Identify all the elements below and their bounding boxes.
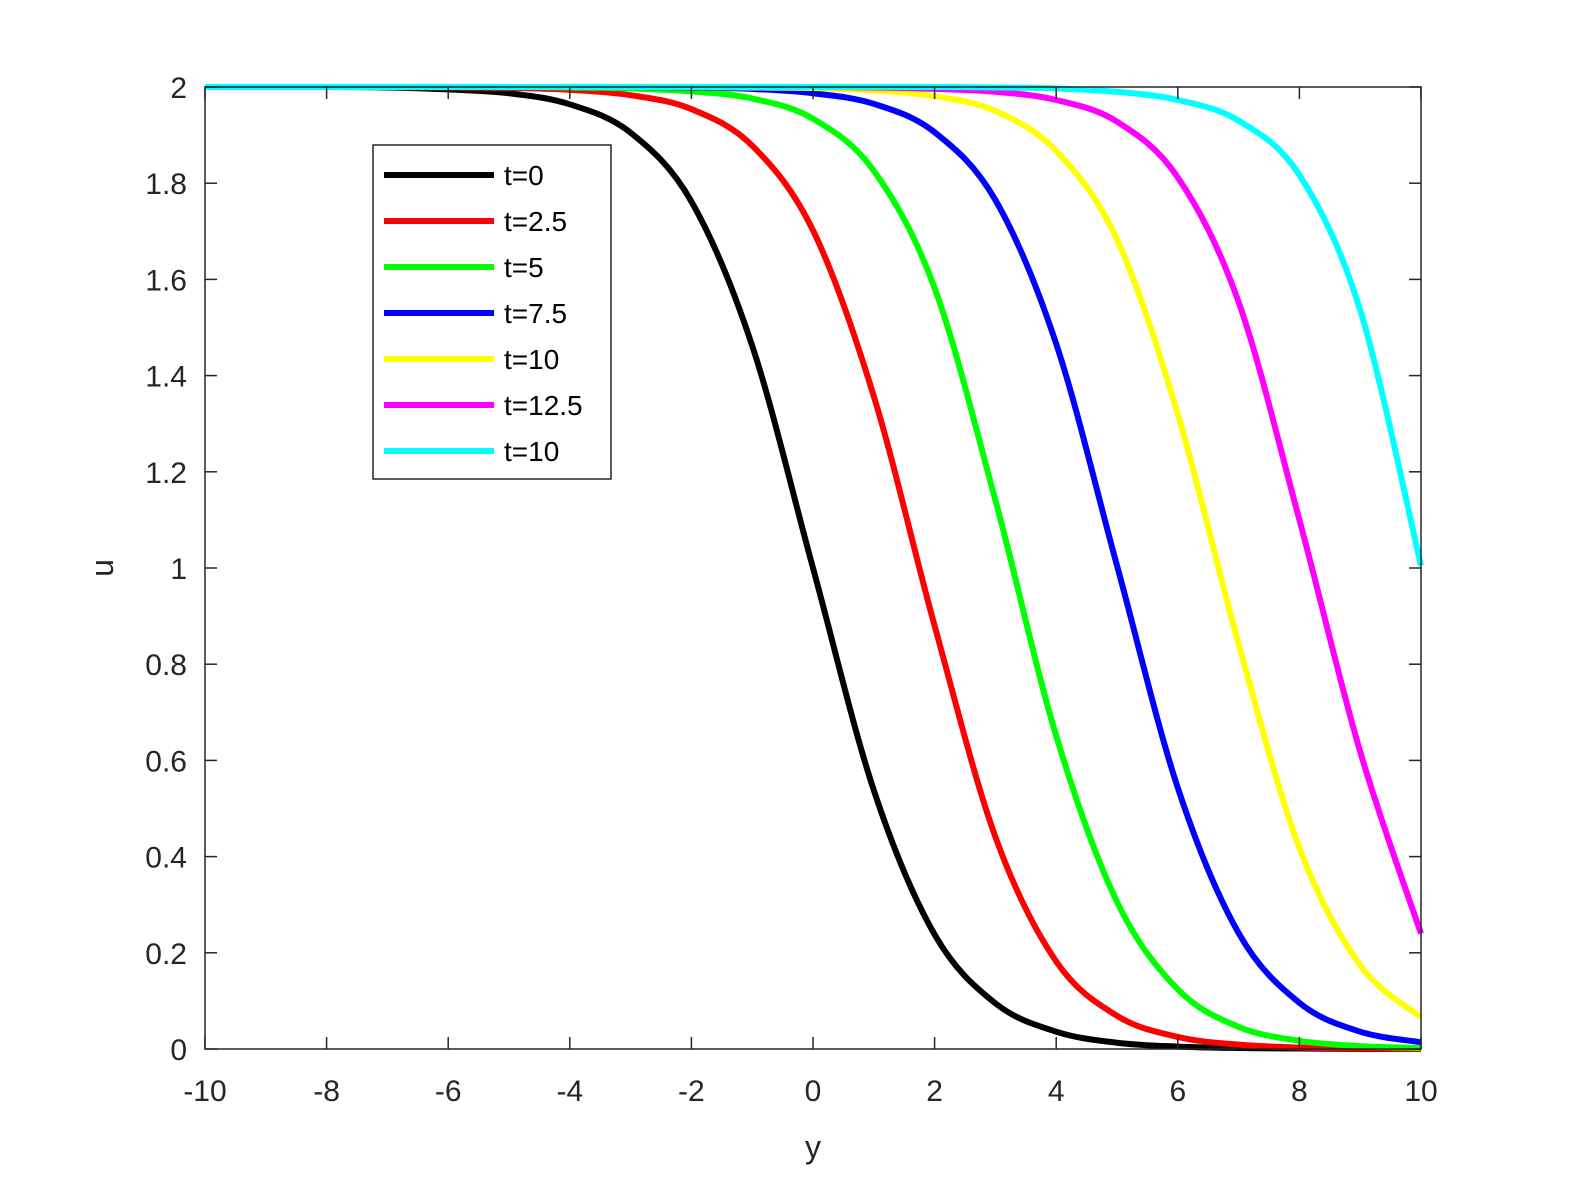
legend-label: t=5	[504, 252, 544, 283]
x-tick-label: 0	[805, 1075, 822, 1108]
x-tick-label: 4	[1048, 1075, 1065, 1108]
x-tick-label: -6	[435, 1075, 462, 1108]
y-tick-label: 2	[170, 72, 187, 105]
legend: t=0 t=2.5 t=5 t=7.5 t=10 t=12.5 t=10	[372, 144, 612, 480]
axes-box	[204, 86, 1422, 1050]
x-tick-label: -2	[678, 1075, 705, 1108]
x-tick-label: 8	[1291, 1075, 1308, 1108]
legend-label: t=10	[504, 436, 559, 467]
legend-label: t=0	[504, 160, 544, 191]
legend-items: t=0 t=2.5 t=5 t=7.5 t=10 t=12.5 t=10	[384, 160, 583, 467]
y-tick-label: 0.8	[145, 649, 187, 682]
legend-label: t=12.5	[504, 390, 583, 421]
x-axis-label: y	[805, 1129, 821, 1165]
x-tick-label: 6	[1169, 1075, 1186, 1108]
legend-label: t=7.5	[504, 298, 567, 329]
y-tick-label: 1.8	[145, 168, 187, 201]
x-tick-label: -10	[183, 1075, 226, 1108]
x-tick-label: 2	[926, 1075, 943, 1108]
x-tick-labels: -10 -8 -6 -4 -2 0 2 4 6 8 10	[183, 1075, 1437, 1108]
y-tick-label: 1	[170, 553, 187, 586]
legend-label: t=10	[504, 344, 559, 375]
y-tick-label: 0	[170, 1034, 187, 1067]
y-tick-label: 0.6	[145, 745, 187, 778]
y-tick-labels: 0 0.2 0.4 0.6 0.8 1 1.2 1.4 1.6 1.8 2	[145, 72, 187, 1067]
y-tick-label: 1.2	[145, 457, 187, 490]
y-tick-label: 1.6	[145, 264, 187, 297]
y-tick-label: 1.4	[145, 361, 187, 394]
y-tick-label: 0.2	[145, 938, 187, 971]
x-tick-label: -8	[313, 1075, 340, 1108]
y-axis-label: u	[84, 559, 120, 577]
x-tick-label: 10	[1404, 1075, 1437, 1108]
x-tick-label: -4	[556, 1075, 583, 1108]
y-tick-label: 0.4	[145, 842, 187, 875]
legend-label: t=2.5	[504, 206, 567, 237]
